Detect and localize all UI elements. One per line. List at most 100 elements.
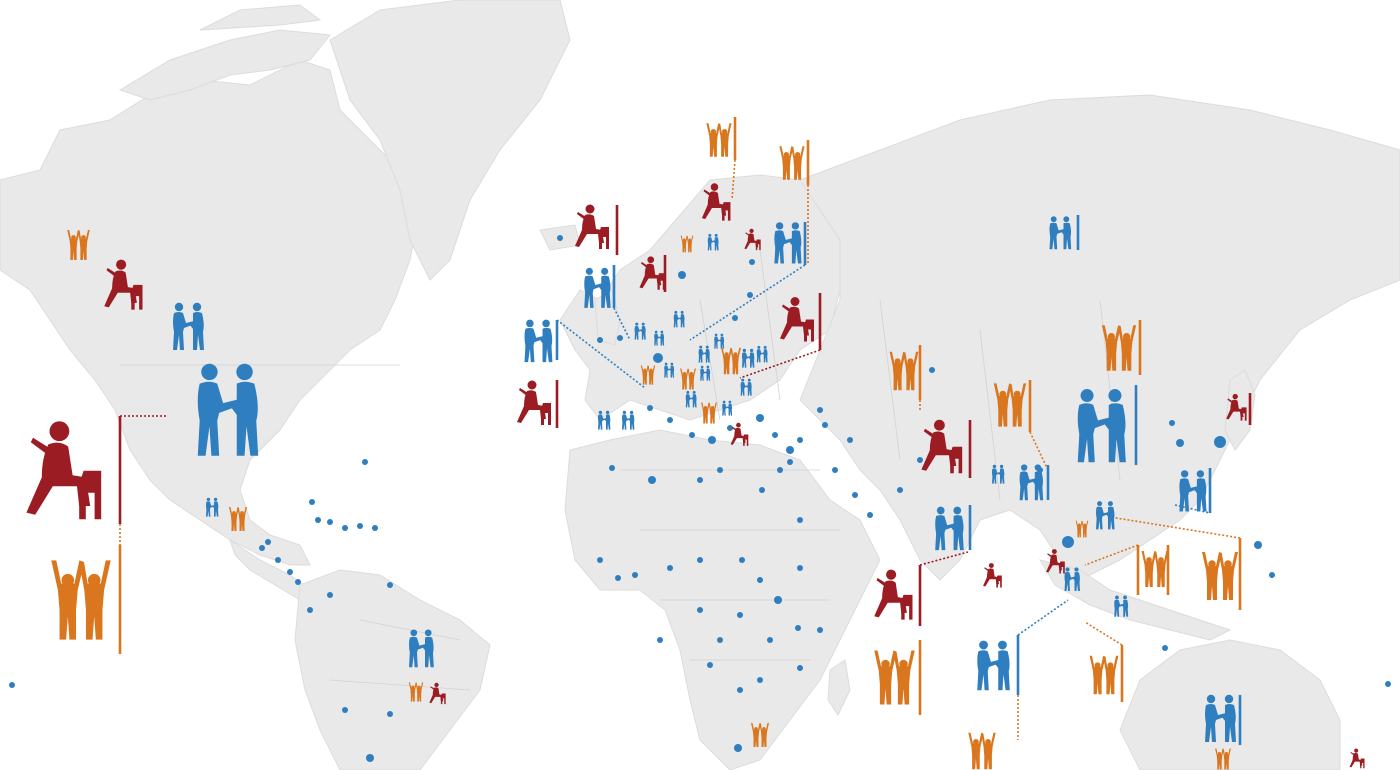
location-dot xyxy=(265,539,271,545)
location-dot xyxy=(717,467,723,473)
location-dot xyxy=(667,417,673,423)
location-dot xyxy=(817,407,823,413)
location-dot xyxy=(362,459,368,465)
location-dot xyxy=(653,353,663,363)
location-dot xyxy=(697,477,703,483)
location-dots xyxy=(9,235,1391,762)
location-dot xyxy=(727,425,733,431)
indonesia xyxy=(1038,559,1232,641)
north-america-landmass xyxy=(0,59,421,566)
location-dot xyxy=(689,432,695,438)
location-dot xyxy=(795,625,801,631)
location-dot xyxy=(734,744,742,752)
seated-person-icon xyxy=(874,569,913,620)
location-dot xyxy=(797,437,803,443)
location-dot xyxy=(657,637,663,643)
location-dot xyxy=(707,662,713,668)
location-dot xyxy=(717,637,723,643)
location-dot xyxy=(609,465,615,471)
location-dot xyxy=(327,592,333,598)
location-dot xyxy=(307,607,313,613)
location-dot xyxy=(342,525,348,531)
location-dot xyxy=(897,487,903,493)
location-dot xyxy=(917,457,923,463)
couple-talking-icon xyxy=(977,640,1010,691)
location-dot xyxy=(697,557,703,563)
people-raised-arms-icon xyxy=(1089,655,1119,695)
location-dot xyxy=(275,557,281,563)
location-dot xyxy=(817,627,823,633)
location-dot xyxy=(708,436,716,444)
location-dot xyxy=(732,315,738,321)
seated-person-icon xyxy=(983,563,1002,588)
seated-person-icon xyxy=(517,380,551,425)
location-dot xyxy=(357,523,363,529)
madagascar xyxy=(827,659,851,717)
people-raised-arms-icon xyxy=(874,650,915,705)
location-dot xyxy=(9,682,15,688)
location-dot xyxy=(1214,436,1226,448)
location-dot xyxy=(1254,541,1262,549)
location-dot xyxy=(1062,536,1074,548)
location-dot xyxy=(832,467,838,473)
location-dot xyxy=(1169,420,1175,426)
arctic-islands xyxy=(118,4,331,101)
location-dot xyxy=(767,637,773,643)
location-dot xyxy=(287,569,293,575)
greenland xyxy=(329,0,571,281)
people-raised-arms-icon xyxy=(1202,552,1238,600)
location-dot xyxy=(797,517,803,523)
location-dot xyxy=(772,432,778,438)
location-dot xyxy=(756,414,764,422)
seated-person-icon xyxy=(1349,748,1365,769)
location-dot xyxy=(678,271,686,279)
south-america xyxy=(294,569,491,770)
location-dot xyxy=(632,572,638,578)
location-dot xyxy=(786,446,794,454)
location-dot xyxy=(342,707,348,713)
location-dot xyxy=(1176,439,1184,447)
location-dot xyxy=(387,711,393,717)
location-dot xyxy=(929,367,935,373)
location-dot xyxy=(787,459,793,465)
location-dot xyxy=(667,565,673,571)
location-dot xyxy=(259,545,265,551)
location-dot xyxy=(648,476,656,484)
location-dot xyxy=(747,292,753,298)
location-dot xyxy=(739,557,745,563)
location-dot xyxy=(822,422,828,428)
location-dot xyxy=(557,235,563,241)
location-dot xyxy=(757,577,763,583)
location-dot xyxy=(777,467,783,473)
location-dot xyxy=(647,405,653,411)
location-dot xyxy=(387,582,393,588)
location-dot xyxy=(852,492,858,498)
location-dot xyxy=(1269,572,1275,578)
location-dot xyxy=(315,517,321,523)
location-dot xyxy=(597,337,603,343)
location-dot xyxy=(697,607,703,613)
people-raised-arms-icon xyxy=(1141,551,1169,587)
location-dot xyxy=(372,525,378,531)
location-dot xyxy=(1162,645,1168,651)
location-dot xyxy=(797,665,803,671)
location-dot xyxy=(295,579,301,585)
location-dot xyxy=(759,487,765,493)
people-raised-arms-icon xyxy=(779,146,805,180)
location-dot xyxy=(867,512,873,518)
couple-talking-icon xyxy=(622,410,635,430)
location-dot xyxy=(847,437,853,443)
location-dot xyxy=(797,565,803,571)
location-dot xyxy=(737,687,743,693)
location-dot xyxy=(615,575,621,581)
location-dot xyxy=(309,499,315,505)
location-dot xyxy=(366,754,374,762)
couple-talking-icon xyxy=(524,319,553,363)
location-dot xyxy=(737,612,743,618)
people-raised-arms-icon xyxy=(968,732,996,770)
people-raised-arms-icon xyxy=(51,560,111,640)
people-raised-arms-icon xyxy=(706,123,732,157)
location-dot xyxy=(617,335,623,341)
location-dot xyxy=(1385,681,1391,687)
